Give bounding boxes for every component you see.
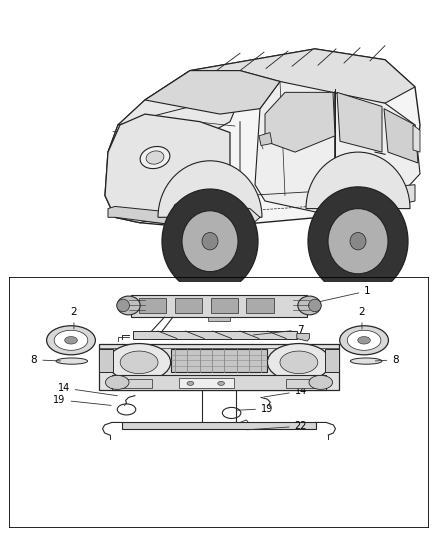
Circle shape <box>162 189 258 293</box>
Polygon shape <box>112 375 326 390</box>
Polygon shape <box>133 331 297 338</box>
Text: 7: 7 <box>253 325 304 335</box>
Text: 2: 2 <box>359 307 365 329</box>
Text: 8: 8 <box>375 355 399 365</box>
Polygon shape <box>175 298 202 313</box>
Polygon shape <box>139 298 166 313</box>
Polygon shape <box>131 295 307 317</box>
Polygon shape <box>105 114 230 223</box>
Wedge shape <box>306 152 410 208</box>
Circle shape <box>267 344 330 381</box>
Polygon shape <box>265 92 335 152</box>
Circle shape <box>309 375 332 390</box>
Polygon shape <box>145 70 280 114</box>
Text: 19: 19 <box>53 395 111 406</box>
Ellipse shape <box>308 299 321 312</box>
Polygon shape <box>208 317 230 321</box>
Polygon shape <box>99 344 339 390</box>
Circle shape <box>65 336 77 344</box>
Circle shape <box>182 211 238 272</box>
Polygon shape <box>325 349 339 373</box>
Circle shape <box>350 232 366 250</box>
Polygon shape <box>170 201 260 230</box>
Circle shape <box>108 344 171 381</box>
Polygon shape <box>246 298 274 313</box>
Text: 8: 8 <box>31 355 60 365</box>
Text: 1: 1 <box>314 286 371 303</box>
Ellipse shape <box>56 358 88 364</box>
Polygon shape <box>171 349 267 373</box>
Polygon shape <box>211 298 238 313</box>
Ellipse shape <box>117 296 140 315</box>
Circle shape <box>187 382 194 385</box>
Polygon shape <box>297 334 309 341</box>
Polygon shape <box>115 379 152 389</box>
Ellipse shape <box>146 151 164 164</box>
Polygon shape <box>122 423 316 429</box>
Polygon shape <box>99 349 113 373</box>
Circle shape <box>106 375 129 390</box>
Polygon shape <box>315 185 415 206</box>
Ellipse shape <box>298 296 321 315</box>
Circle shape <box>347 330 381 350</box>
Text: 2: 2 <box>71 307 77 329</box>
Circle shape <box>308 187 408 295</box>
Circle shape <box>202 232 218 250</box>
Wedge shape <box>158 161 262 217</box>
Polygon shape <box>286 379 323 389</box>
Circle shape <box>340 326 389 355</box>
Polygon shape <box>190 49 415 103</box>
Ellipse shape <box>350 358 382 364</box>
Text: 22: 22 <box>247 421 307 431</box>
Polygon shape <box>259 133 272 146</box>
Ellipse shape <box>140 147 170 168</box>
Ellipse shape <box>117 299 130 312</box>
Text: 19: 19 <box>237 403 273 414</box>
Circle shape <box>218 382 224 385</box>
Polygon shape <box>108 70 240 163</box>
Text: 14: 14 <box>57 383 117 395</box>
Text: 14: 14 <box>264 386 307 397</box>
Circle shape <box>280 351 318 374</box>
Polygon shape <box>337 92 382 152</box>
Polygon shape <box>255 82 420 212</box>
Circle shape <box>328 208 388 274</box>
Circle shape <box>46 326 95 355</box>
Circle shape <box>120 351 158 374</box>
Polygon shape <box>384 109 418 163</box>
Circle shape <box>358 336 371 344</box>
Polygon shape <box>413 125 420 152</box>
Polygon shape <box>108 206 230 228</box>
Bar <box>179 378 234 389</box>
Circle shape <box>54 330 88 350</box>
Polygon shape <box>105 49 420 228</box>
